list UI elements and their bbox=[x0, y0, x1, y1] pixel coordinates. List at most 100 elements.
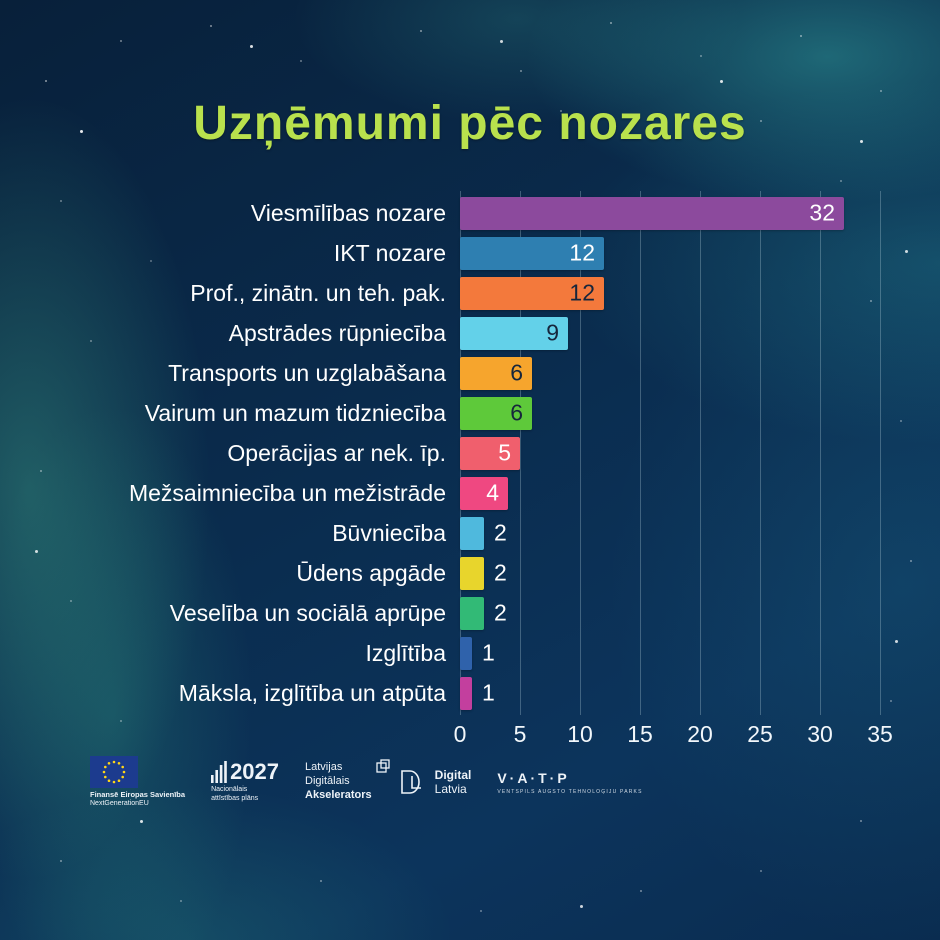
category-label: Apstrādes rūpniecība bbox=[228, 319, 446, 346]
chart-row: Ūdens apgāde 2 bbox=[60, 553, 900, 593]
value-label: 2 bbox=[494, 559, 507, 586]
eu-funding-logo: Finansē Eiropas Savienība NextGeneration… bbox=[90, 756, 185, 808]
nap2027-logo: 2027 Nacionālais attīstības plāns bbox=[211, 758, 280, 804]
value-label: 12 bbox=[569, 239, 595, 266]
latvijas-digitalais-akselerators-logo: Latvijas Digitālais Akselerators bbox=[305, 759, 390, 802]
chart-row: Vairum un mazum tidzniecība 6 bbox=[60, 393, 900, 433]
bar-track: 6 bbox=[460, 356, 900, 390]
bar: 6 bbox=[460, 356, 532, 390]
eu-flag-icon bbox=[90, 756, 138, 788]
category-label: Izglītība bbox=[365, 639, 446, 666]
value-label: 1 bbox=[482, 679, 495, 706]
value-label: 6 bbox=[510, 359, 523, 386]
category-label: Prof., zinātn. un teh. pak. bbox=[190, 279, 446, 306]
chart-row: Transports un uzglabāšana 6 bbox=[60, 353, 900, 393]
x-tick-label: 10 bbox=[567, 721, 593, 747]
bar bbox=[460, 596, 484, 630]
chart-row: Viesmīlības nozare 32 bbox=[60, 193, 900, 233]
bar-track: 32 bbox=[460, 196, 900, 230]
eu-funding-line2: NextGenerationEU bbox=[90, 799, 149, 807]
bar-track: 6 bbox=[460, 396, 900, 430]
chart-row: Apstrādes rūpniecība 9 bbox=[60, 313, 900, 353]
x-tick-label: 5 bbox=[513, 721, 527, 747]
category-label: Ūdens apgāde bbox=[296, 559, 446, 586]
category-label: Veselība un sociālā aprūpe bbox=[169, 599, 446, 626]
value-label: 2 bbox=[494, 599, 507, 626]
x-tick-label: 30 bbox=[807, 721, 833, 747]
nap-year: 2027 bbox=[230, 758, 280, 784]
plot-rows: Viesmīlības nozare 32 IKT nozare 12 Prof., z… bbox=[60, 193, 900, 713]
category-label: Operācijas ar nek. īp. bbox=[227, 439, 446, 466]
bar-track: 2 bbox=[460, 596, 900, 630]
category-label: Māksla, izglītība un atpūta bbox=[178, 679, 446, 706]
lda-line3: Akselerators bbox=[305, 788, 372, 801]
bar: 9 bbox=[460, 316, 568, 350]
value-label: 6 bbox=[510, 399, 523, 426]
chart-row: IKT nozare 12 bbox=[60, 233, 900, 273]
category-label: IKT nozare bbox=[333, 239, 446, 266]
bar-track: 2 bbox=[460, 516, 900, 550]
lda-line2: Digitālais bbox=[305, 775, 350, 788]
bar-track: 1 bbox=[460, 636, 900, 670]
x-tick-label: 0 bbox=[453, 721, 467, 747]
x-tick-label: 35 bbox=[867, 721, 893, 747]
value-label: 5 bbox=[498, 439, 511, 466]
nap-bars-icon bbox=[211, 760, 227, 783]
digital-latvia-logo: Digital Latvia bbox=[398, 767, 472, 797]
chart-row: Veselība un sociālā aprūpe 2 bbox=[60, 593, 900, 633]
bar-track: 9 bbox=[460, 316, 900, 350]
x-tick-label: 25 bbox=[747, 721, 773, 747]
bar bbox=[460, 516, 484, 550]
chart-row: Būvniecība 2 bbox=[60, 513, 900, 553]
bar: 12 bbox=[460, 276, 604, 310]
value-label: 2 bbox=[494, 519, 507, 546]
chart-title: Uzņēmumi pēc nozares bbox=[193, 97, 747, 150]
bar: 32 bbox=[460, 196, 844, 230]
dl-monogram-icon bbox=[400, 770, 421, 794]
chart-row: Izglītība 1 bbox=[60, 633, 900, 673]
eu-funding-line1: Finansē Eiropas Savienība bbox=[90, 790, 186, 799]
nap-subtitle: Nacionālais attīstības plāns bbox=[211, 785, 259, 802]
bar-track: 2 bbox=[460, 556, 900, 590]
plot-area: Viesmīlības nozare 32 IKT nozare 12 Prof., z… bbox=[60, 191, 900, 715]
bar bbox=[460, 636, 472, 670]
chart-row: Mežsaimniecība un mežistrāde 4 bbox=[60, 473, 900, 513]
vatp-logo: V·A·T·P VENTSPILS AUGSTO TEHNOLOĢIJU PAR… bbox=[497, 770, 642, 795]
value-label: 32 bbox=[809, 199, 835, 226]
category-label: Vairum un mazum tidzniecība bbox=[144, 399, 446, 426]
bar-track: 12 bbox=[460, 236, 900, 270]
bar-track: 1 bbox=[460, 676, 900, 710]
bar: 12 bbox=[460, 236, 604, 270]
category-label: Mežsaimniecība un mežistrāde bbox=[128, 479, 446, 506]
value-label: 4 bbox=[486, 479, 499, 506]
digital-latvia-text: Digital Latvia bbox=[434, 767, 472, 796]
vatp-title: V·A·T·P bbox=[497, 769, 570, 786]
x-tick-label: 20 bbox=[687, 721, 713, 747]
value-label: 1 bbox=[482, 639, 495, 666]
bar bbox=[460, 556, 484, 590]
bar: 6 bbox=[460, 396, 532, 430]
bar bbox=[460, 676, 472, 710]
x-axis: 0 5 10 15 20 25 30 35 bbox=[454, 721, 900, 755]
chart-row: Prof., zinātn. un teh. pak. 12 bbox=[60, 273, 900, 313]
vatp-subtitle: VENTSPILS AUGSTO TEHNOLOĢIJU PARKS bbox=[497, 788, 643, 795]
category-label: Transports un uzglabāšana bbox=[168, 359, 446, 386]
bar: 5 bbox=[460, 436, 520, 470]
bar-track: 4 bbox=[460, 476, 900, 510]
bar-track: 12 bbox=[460, 276, 900, 310]
x-tick-label: 15 bbox=[627, 721, 653, 747]
value-label: 12 bbox=[569, 279, 595, 306]
chart-row: Operācijas ar nek. īp. 5 bbox=[60, 433, 900, 473]
chart-row: Māksla, izglītība un atpūta 1 bbox=[60, 673, 900, 713]
lda-line1: Latvijas bbox=[305, 761, 343, 774]
lda-squares-icon bbox=[376, 759, 390, 774]
bar: 4 bbox=[460, 476, 508, 510]
bar-track: 5 bbox=[460, 436, 900, 470]
value-label: 9 bbox=[546, 319, 559, 346]
starfield-bright bbox=[0, 0, 3, 3]
category-label: Viesmīlības nozare bbox=[250, 199, 446, 226]
category-label: Būvniecība bbox=[332, 519, 446, 546]
footer-logos: Finansē Eiropas Savienība NextGeneration… bbox=[90, 756, 643, 808]
bar-chart: Viesmīlības nozare 32 IKT nozare 12 Prof., z… bbox=[60, 191, 900, 755]
